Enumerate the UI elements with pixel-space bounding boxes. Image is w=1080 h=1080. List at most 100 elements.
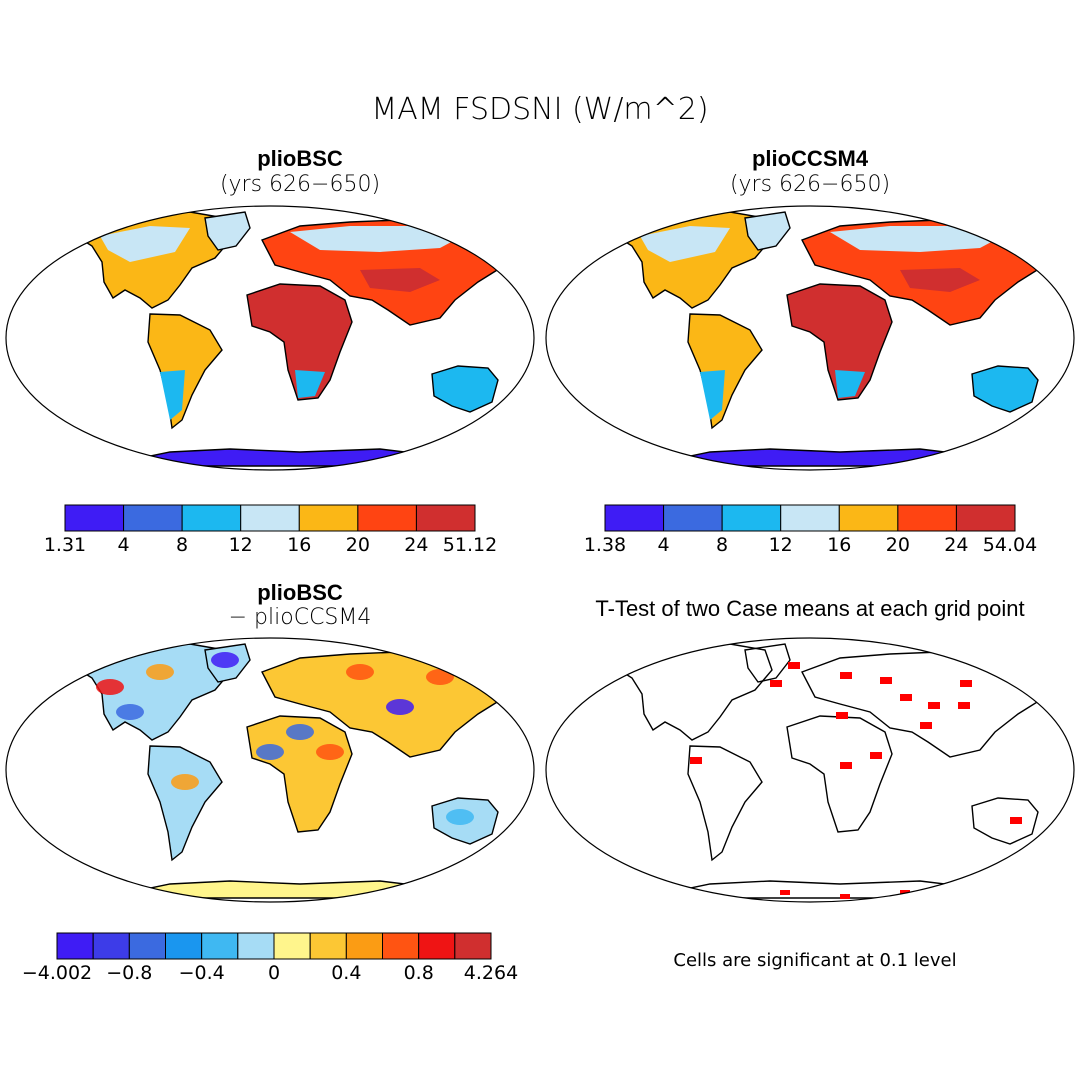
- cb-tick-label: 4: [117, 534, 130, 556]
- map-bottom-right: [545, 637, 1075, 903]
- colorbar-top-right: [604, 504, 1016, 532]
- field-band: [360, 268, 440, 292]
- cb-tick-label: 16: [287, 534, 312, 556]
- colorbar-labels-top-left: 1.31 4 8 12 16 20 24 51.12: [44, 534, 497, 558]
- significant-cell: [840, 762, 852, 769]
- cb-tick-label: 54.04: [982, 534, 1038, 556]
- continent-greenland: [744, 643, 791, 683]
- colorbar-swatch: [897, 504, 957, 532]
- figure-title: MAM FSDSNI (W/m^2): [371, 92, 709, 127]
- colorbar-swatch: [955, 504, 1016, 532]
- continent-antarctica: [651, 448, 991, 467]
- colorbar-swatch: [721, 504, 782, 532]
- cb-tick-label: 8: [176, 534, 189, 556]
- continents: [608, 643, 1070, 899]
- field-band: [160, 370, 185, 420]
- significant-cell: [840, 672, 852, 679]
- significant-cell: [950, 892, 960, 897]
- significant-cell: [700, 892, 710, 897]
- continent-sa: [147, 745, 223, 862]
- map-boundary: [545, 205, 1075, 471]
- anomaly-patch: [146, 664, 174, 680]
- colorbar-swatch: [454, 932, 492, 960]
- cb-tick-label: 4.264: [463, 962, 519, 984]
- cb-tick-label: 20: [345, 534, 370, 556]
- map-content: [608, 643, 1070, 899]
- anomaly-patch: [286, 724, 314, 740]
- cb-tick-label: 1.38: [583, 534, 627, 556]
- colorbar-bottom-left: [56, 932, 492, 960]
- significant-cell: [836, 712, 848, 719]
- colorbar-labels-bottom-left: −4.002 −0.8 −0.4 0 0.4 0.8 4.264: [22, 962, 518, 986]
- anomaly-patch: [386, 699, 414, 715]
- colorbar-swatch: [418, 932, 456, 960]
- colorbar-swatch: [663, 504, 723, 532]
- map-bottom-left: [5, 637, 535, 903]
- colorbar-swatch: [382, 932, 420, 960]
- colorbar-swatch: [780, 504, 840, 532]
- continents: [608, 211, 1070, 467]
- significant-cell: [840, 894, 850, 899]
- cb-tick-label: −0.8: [106, 962, 153, 984]
- cb-tick-label: 4: [657, 534, 670, 556]
- continent-africa: [246, 283, 353, 401]
- significant-cell: [880, 677, 892, 684]
- colorbar-swatch: [415, 504, 476, 532]
- colorbar-top-left: [64, 504, 476, 532]
- continent-australia: [971, 365, 1039, 413]
- continent-australia: [971, 797, 1039, 845]
- colorbar-swatch: [345, 932, 384, 960]
- panel-subtitle-bottom-left: − plioCCSM4: [228, 605, 372, 630]
- significant-cell: [780, 890, 790, 895]
- panel-title-bottom-right: T-Test of two Case means at each grid po…: [595, 596, 1025, 621]
- continent-antarctica: [651, 880, 991, 899]
- map-boundary: [545, 637, 1075, 903]
- anomaly-patch: [171, 774, 199, 790]
- colorbar-swatch: [237, 932, 275, 960]
- anomaly-patch: [96, 679, 124, 695]
- panel-subtitle-top-left: (yrs 626−650): [219, 172, 381, 197]
- colorbar-swatch: [240, 504, 300, 532]
- anomaly-patch: [446, 809, 474, 825]
- continent-sa: [687, 313, 763, 430]
- continent-africa: [786, 283, 893, 401]
- cb-tick-label: 24: [944, 534, 969, 556]
- cb-tick-label: 51.12: [442, 534, 498, 556]
- anomaly-patch: [256, 744, 284, 760]
- colorbar-swatch: [604, 504, 665, 532]
- continent-antarctica: [111, 448, 451, 467]
- field-band: [640, 226, 730, 262]
- colorbar-swatch: [123, 504, 183, 532]
- field-band: [295, 370, 325, 398]
- anomaly-patch: [426, 669, 454, 685]
- colorbar-swatch: [201, 932, 239, 960]
- map-boundary: [5, 205, 535, 471]
- cb-tick-label: 0.4: [331, 962, 362, 984]
- significant-cell: [900, 694, 912, 701]
- field-band: [700, 370, 725, 420]
- colorbar-swatch: [92, 932, 130, 960]
- continents: [68, 643, 530, 899]
- continent-greenland: [204, 211, 251, 251]
- continent-greenland: [744, 211, 791, 251]
- significant-cell: [870, 752, 882, 759]
- continent-sa: [147, 313, 223, 430]
- significant-cell: [928, 702, 940, 709]
- cb-tick-label: −0.4: [178, 962, 225, 984]
- cb-tick-label: 20: [885, 534, 910, 556]
- significant-cell: [920, 722, 932, 729]
- cb-tick-label: 8: [716, 534, 729, 556]
- colorbar-swatch: [165, 932, 203, 960]
- cb-tick-label: −4.002: [21, 962, 93, 984]
- anomaly-patch: [211, 652, 239, 668]
- significant-cell: [770, 680, 782, 687]
- significant-cell: [1010, 817, 1022, 824]
- significant-cell: [960, 680, 972, 687]
- anomaly-patch: [346, 664, 374, 680]
- field-band: [830, 226, 1010, 252]
- panel-subtitle-top-right: (yrs 626−650): [729, 172, 891, 197]
- cb-tick-label: 24: [404, 534, 429, 556]
- field-band: [290, 226, 470, 252]
- colorbar-swatch: [56, 932, 94, 960]
- significance-footnote: Cells are significant at 0.1 level: [673, 950, 957, 971]
